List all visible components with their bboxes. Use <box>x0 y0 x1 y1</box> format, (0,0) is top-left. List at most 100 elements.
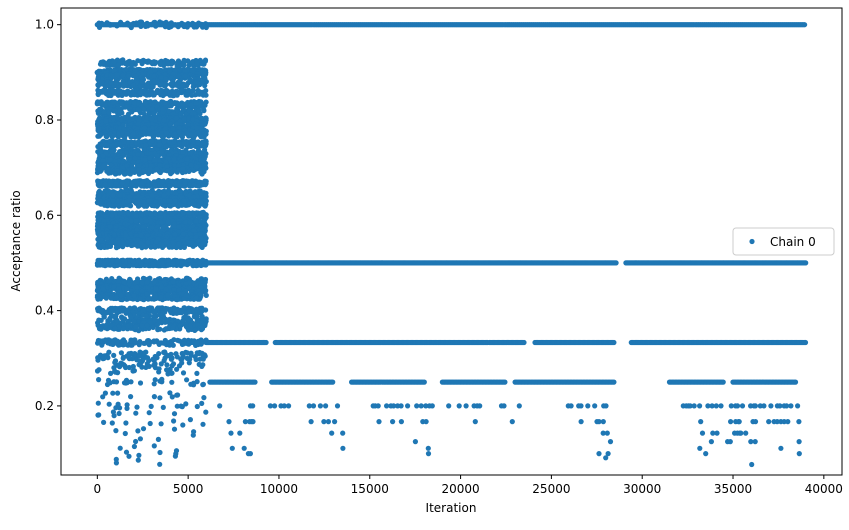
data-point <box>195 140 201 146</box>
data-point <box>203 151 209 157</box>
data-point <box>108 240 114 246</box>
data-point <box>147 218 154 225</box>
data-point <box>133 178 139 184</box>
data-point <box>192 131 199 138</box>
data-point <box>121 83 127 89</box>
data-point <box>116 131 122 137</box>
data-point <box>186 210 192 216</box>
data-point <box>105 60 111 66</box>
data-point <box>122 171 128 177</box>
data-point <box>176 125 182 131</box>
data-point <box>170 243 176 249</box>
data-point <box>152 99 158 105</box>
data-point <box>136 200 142 206</box>
data-point <box>96 259 103 265</box>
data-point <box>167 198 174 204</box>
data-point <box>112 108 118 114</box>
data-point <box>104 72 110 78</box>
data-point <box>153 239 159 245</box>
data-point <box>197 90 203 96</box>
data-point <box>150 84 156 90</box>
data-point <box>202 178 208 184</box>
data-point <box>180 231 186 237</box>
data-point <box>122 90 128 96</box>
data-point <box>156 142 163 148</box>
data-point <box>147 69 154 75</box>
data-point <box>138 211 144 217</box>
data-point <box>184 156 190 162</box>
data-point <box>186 107 192 114</box>
data-point <box>131 100 137 106</box>
data-point <box>184 92 190 98</box>
data-point <box>194 125 200 131</box>
data-point <box>152 157 158 163</box>
data-point <box>108 149 115 155</box>
data-point <box>140 168 146 174</box>
data-point <box>101 260 107 266</box>
data-point <box>110 87 116 93</box>
data-point <box>157 181 163 188</box>
data-point <box>124 131 130 137</box>
data-point <box>169 169 175 175</box>
data-point <box>113 181 119 187</box>
data-point <box>146 198 152 204</box>
data-point <box>130 131 136 137</box>
data-point <box>189 59 195 65</box>
data-point <box>120 72 126 79</box>
data-point <box>133 218 139 224</box>
data-point <box>179 259 185 265</box>
data-point <box>117 58 123 64</box>
data-points <box>94 19 809 468</box>
data-point <box>109 73 116 79</box>
data-point <box>198 99 204 105</box>
data-point <box>180 210 186 216</box>
data-point <box>176 129 182 135</box>
data-point <box>171 139 177 145</box>
data-point <box>143 218 149 224</box>
data-point <box>130 242 136 248</box>
data-point <box>159 133 165 139</box>
data-point <box>110 133 116 139</box>
data-point <box>163 130 170 136</box>
data-point <box>126 73 132 79</box>
data-point <box>114 141 120 147</box>
data-point <box>139 79 145 85</box>
data-point <box>163 76 169 82</box>
data-point <box>101 61 107 67</box>
data-point <box>97 210 103 216</box>
data-point <box>111 68 117 74</box>
data-point <box>99 79 105 85</box>
data-point <box>105 244 111 250</box>
data-point <box>95 74 101 80</box>
data-point <box>181 244 187 250</box>
data-point <box>156 157 162 164</box>
data-point <box>196 260 202 266</box>
data-point <box>107 138 113 144</box>
data-point <box>198 126 205 132</box>
data-point <box>95 178 101 184</box>
data-point <box>150 261 156 267</box>
data-point <box>98 237 104 243</box>
data-point <box>129 89 136 95</box>
data-point <box>119 180 126 186</box>
data-point <box>101 87 107 93</box>
data-point <box>183 219 189 225</box>
data-point <box>139 180 145 186</box>
data-point <box>181 116 187 122</box>
data-point <box>186 168 192 174</box>
data-point <box>167 121 173 127</box>
data-point <box>179 87 186 93</box>
data-point <box>172 131 178 137</box>
data-point <box>200 209 206 215</box>
data-point <box>120 239 126 245</box>
data-point <box>108 80 114 86</box>
data-point <box>149 138 155 144</box>
data-point <box>168 103 174 109</box>
data-point <box>130 82 136 88</box>
data-point <box>136 167 142 173</box>
data-point <box>188 132 195 139</box>
data-point <box>191 182 197 188</box>
data-point <box>202 102 208 108</box>
data-point <box>203 88 209 94</box>
